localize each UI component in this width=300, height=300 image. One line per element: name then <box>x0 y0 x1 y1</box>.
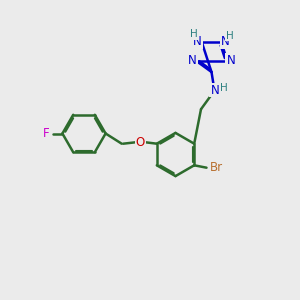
Text: O: O <box>136 136 145 149</box>
Text: N: N <box>221 35 230 48</box>
Text: Br: Br <box>209 161 223 174</box>
Text: N: N <box>188 54 197 67</box>
Text: F: F <box>43 127 49 140</box>
Text: H: H <box>220 83 228 93</box>
Text: N: N <box>226 54 235 67</box>
Text: H: H <box>190 29 197 39</box>
Text: N: N <box>193 35 202 48</box>
Text: H: H <box>226 31 234 40</box>
Text: N: N <box>210 83 219 97</box>
